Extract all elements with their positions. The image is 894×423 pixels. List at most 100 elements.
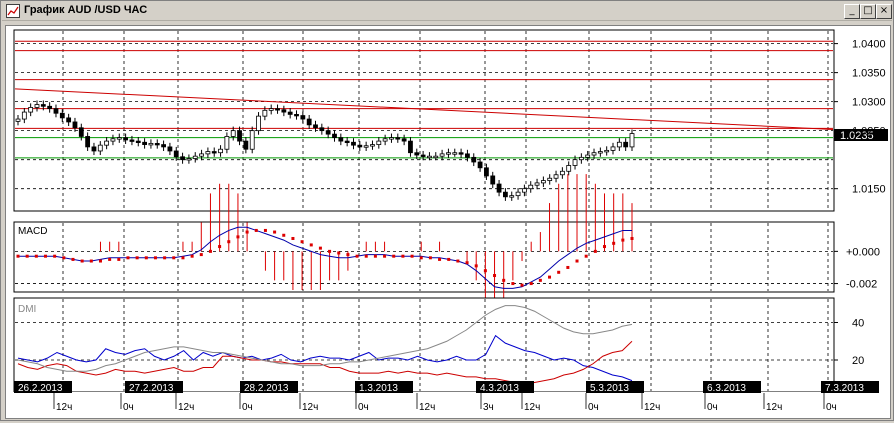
candle-body [211,151,217,154]
date-label-box [14,381,72,393]
candle-body [154,143,160,146]
candle-body [40,104,46,107]
hour-label: 0ч [826,402,837,413]
candle-body [395,137,401,140]
dmi-tick-label: 20 [852,355,864,367]
date-label: 28.2.2013 [244,383,289,394]
candle-body [623,141,629,148]
signal-dot [566,265,570,269]
date-label: 27.2.2013 [129,383,174,394]
candle-body [97,144,103,152]
close-button[interactable]: × [876,4,892,19]
date-label-box [240,381,298,393]
title-bar[interactable]: График AUD /USD ЧАС _ □ × [2,2,892,21]
candle-body [243,140,249,150]
signal-dot [557,270,561,274]
signal-dot [392,254,396,258]
signal-dot [43,254,47,258]
signal-dot [208,249,212,253]
signal-dot [621,238,625,242]
candle-body [135,140,141,144]
candle-body [205,151,211,155]
signal-dot [548,275,552,279]
signal-dot [612,241,616,245]
macd-tick-label: +0.000 [846,246,880,258]
dmi-plus-line [17,334,633,382]
candle-body [427,155,432,159]
signal-dot [245,230,249,234]
date-label: 5.3.2013 [590,383,629,394]
candle-body [72,121,78,129]
macd-line [18,226,632,289]
candle-body [420,154,426,157]
candle-body [515,191,521,197]
hour-label: 12ч [56,402,72,413]
candle-body [275,108,280,111]
candle-body [585,154,591,158]
candle-body [553,174,559,179]
candle-body [465,153,470,158]
candle-body [439,153,445,157]
candle-body [66,117,72,123]
signal-dot [383,254,387,258]
hour-label: 0ч [123,402,134,413]
chart-area[interactable]: 1.0235 1.0400 1.0350 1.0300 1.0250 1.0150 MA… [5,25,891,419]
signal-dot [428,256,432,260]
candle-body [47,105,53,110]
candle-body [173,150,179,158]
candle-body [78,127,84,137]
candle-body [629,133,635,148]
signal-dot [254,228,258,232]
candle-body [471,156,477,163]
candle-body [389,137,394,140]
candle-body [610,146,616,151]
candle-body [414,152,420,156]
signal-dot [291,236,295,240]
date-label-box [586,381,644,393]
signal-dot [410,254,414,258]
candle-body [382,138,388,142]
signal-dot [318,246,322,250]
price-tick-label: 1.0250 [852,126,886,138]
minimize-button[interactable]: _ [844,4,860,19]
hour-label: 12ч [419,402,435,413]
candle-body [224,136,230,150]
candle-body [161,144,166,148]
candle-body [294,114,299,117]
price-tick-label: 1.0150 [852,184,886,196]
candle-body [262,109,268,117]
candle-body [572,159,578,166]
candle-body [528,184,534,190]
signal-dot [630,236,634,240]
candle-body [192,155,198,159]
signal-dot [126,256,130,260]
signal-dot [16,254,20,258]
candle-body [496,183,502,193]
candle-body [338,137,344,142]
signal-dot [538,278,542,282]
candle-body [53,108,59,114]
candle-body [547,177,553,181]
candle-body [21,111,27,120]
signal-dot [337,251,341,255]
hour-label: 12ч [178,402,194,413]
date-label-box [703,381,761,393]
price-tick-label: 1.0350 [852,68,886,80]
signal-dot [447,257,451,261]
maximize-button[interactable]: □ [860,4,876,19]
candle-body [363,145,369,148]
candle-body [477,161,483,169]
dmi-label: DMI [18,304,36,315]
chart-canvas[interactable]: 1.0235 1.0400 1.0350 1.0300 1.0250 1.0150 MA… [6,26,890,418]
signal-dot [493,274,497,278]
candle-body [604,149,610,153]
signal-dot [584,254,588,258]
candle-body [230,130,236,137]
signal-dot [62,256,66,260]
candle-body [123,137,129,141]
candle-body [129,139,135,142]
candle-body [534,182,540,186]
signal-dot [373,254,377,258]
date-label-box [355,381,413,393]
signal-dot [282,233,286,237]
